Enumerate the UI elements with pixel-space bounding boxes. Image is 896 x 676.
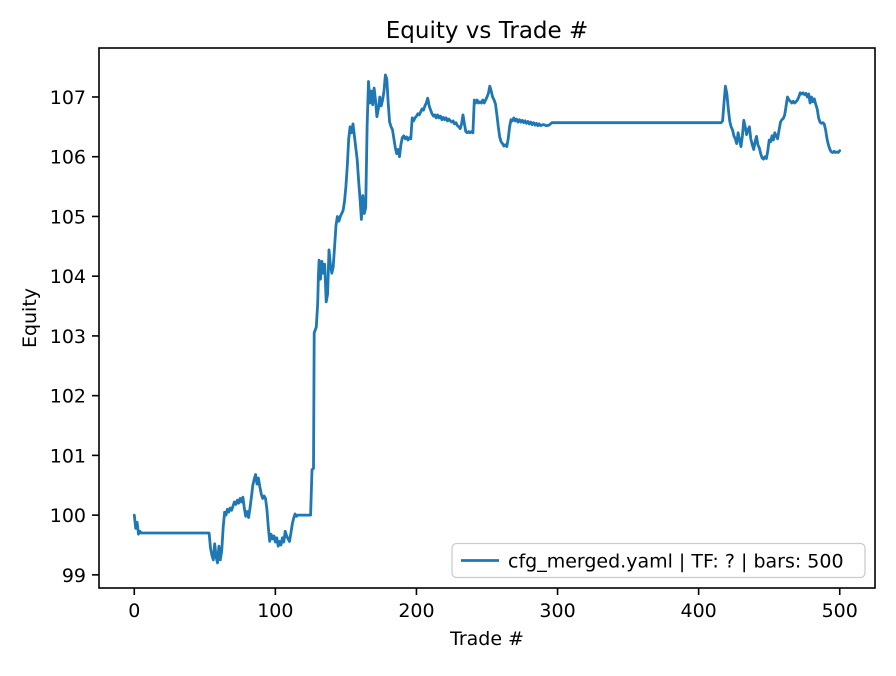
x-tick-label: 300 [539, 600, 575, 622]
y-tick-label: 106 [50, 147, 86, 169]
x-tick-label: 0 [128, 600, 140, 622]
y-tick-label: 99 [62, 565, 86, 587]
y-tick-label: 102 [50, 386, 86, 408]
y-axis-label: Equity [19, 288, 41, 348]
y-tick-label: 105 [50, 206, 86, 228]
legend-label: cfg_merged.yaml | TF: ? | bars: 500 [508, 551, 844, 573]
x-tick-label: 200 [398, 600, 434, 622]
y-tick-label: 104 [50, 266, 86, 288]
legend-box [451, 542, 866, 579]
y-tick-label: 100 [50, 505, 86, 527]
y-axis-ticks: 99 100 101 102 103 104 105 106 107 [50, 87, 99, 587]
y-tick-label: 107 [50, 87, 86, 109]
equity-curve-line [132, 73, 842, 565]
x-tick-label: 100 [257, 600, 293, 622]
y-tick-label: 101 [50, 445, 86, 467]
axes-border [98, 47, 876, 589]
chart-title: Equity vs Trade # [386, 18, 589, 44]
x-tick-label: 400 [681, 600, 717, 622]
x-axis-label: Trade # [449, 628, 524, 650]
x-tick-label: 500 [822, 600, 858, 622]
x-axis-ticks: 0 100 200 300 400 500 [128, 588, 858, 622]
legend: cfg_merged.yaml | TF: ? | bars: 500 [451, 542, 866, 579]
y-tick-label: 103 [50, 326, 86, 348]
